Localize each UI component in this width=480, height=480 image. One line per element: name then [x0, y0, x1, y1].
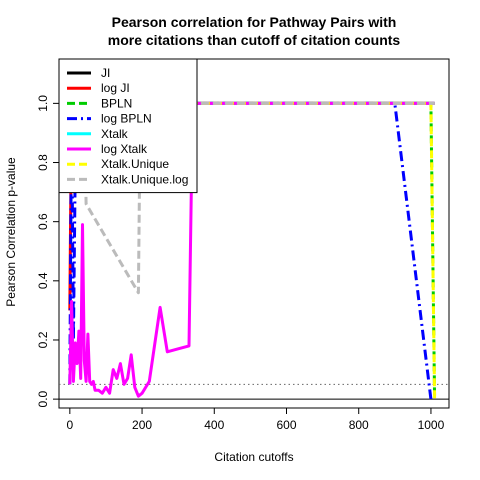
y-axis-label: Pearson Correlation p-value	[4, 157, 18, 307]
chart-title-line-2: more citations than cutoff of citation c…	[108, 32, 401, 48]
plot-frame	[58, 58, 450, 409]
y-tick-label-1: 0.2	[36, 331, 50, 348]
y-tick-label-0: 0.0	[36, 390, 50, 407]
legend-label-xtalk: Xtalk	[101, 127, 129, 141]
y-tick-label-4: 0.8	[36, 154, 50, 171]
x-tick-label-1: 200	[132, 418, 152, 432]
legend-label-xtalk-unique-log: Xtalk.Unique.log	[101, 172, 188, 186]
chart-title-line-1: Pearson correlation for Pathway Pairs wi…	[112, 14, 397, 30]
x-axis-label: Citation cutoffs	[214, 450, 293, 464]
x-tick-label-3: 600	[276, 418, 296, 432]
legend-label-ji: JI	[101, 66, 110, 80]
x-tick-label-0: 0	[66, 418, 73, 432]
series-line-log-xtalk	[68, 101, 435, 398]
plot-area: 0 200 400 600 800 10000.00.20.40.60.81.0JIlog…	[36, 58, 450, 432]
x-tick-label-4: 800	[349, 418, 369, 432]
legend-label-log-ji: log JI	[101, 81, 130, 95]
legend-label-log-xtalk: log Xtalk	[101, 142, 148, 156]
y-tick-label-3: 0.6	[36, 213, 50, 230]
legend-box	[58, 58, 198, 194]
x-tick-label-2: 400	[204, 418, 224, 432]
legend-label-bpln: BPLN	[101, 96, 132, 110]
y-tick-label-2: 0.4	[36, 272, 50, 289]
legend-label-xtalk-unique: Xtalk.Unique	[101, 157, 169, 171]
y-tick-label-5: 1.0	[36, 95, 50, 112]
legend-label-log-bpln: log BPLN	[101, 112, 152, 126]
x-tick-label-5: 1000	[418, 418, 445, 432]
